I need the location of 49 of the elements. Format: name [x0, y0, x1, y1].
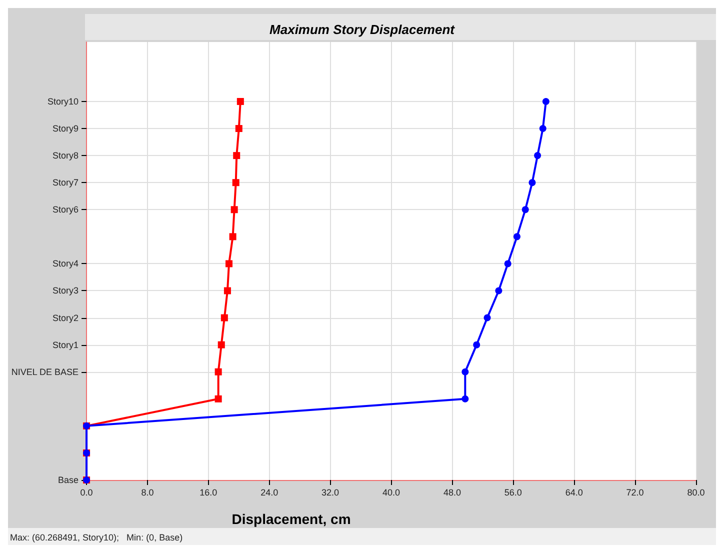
- point: [522, 206, 529, 214]
- x-tick-label: 80.0: [687, 488, 705, 498]
- point: [214, 395, 222, 402]
- point: [462, 395, 469, 402]
- y-tick-label: Story3: [52, 286, 79, 296]
- point: [229, 233, 236, 240]
- y-tick-label: Story4: [52, 258, 79, 269]
- point: [220, 314, 228, 322]
- point: [462, 368, 469, 376]
- x-tick-label: 48.0: [443, 488, 461, 498]
- y-tick-label: Story7: [52, 178, 79, 188]
- x-tick-label: 8.0: [141, 488, 154, 498]
- text: Max: (60.268491, Story10); Min: (0, Base): [10, 532, 183, 542]
- point: [236, 98, 244, 105]
- point: [473, 341, 480, 348]
- point: [539, 125, 546, 132]
- x-tick-label: 24.0: [260, 488, 278, 498]
- point: [528, 179, 536, 186]
- x-tick-label: 32.0: [322, 488, 340, 498]
- point: [235, 125, 242, 132]
- x-tick-label: 16.0: [200, 488, 218, 498]
- y-tick-label: Story10: [47, 96, 79, 106]
- y-tick-label: Base: [58, 475, 79, 485]
- point: [230, 206, 238, 214]
- point: [504, 260, 512, 268]
- point: [218, 341, 225, 348]
- point: [513, 233, 520, 240]
- y-tick-label: Story6: [52, 204, 79, 215]
- point: [534, 152, 542, 160]
- point: [233, 152, 240, 160]
- x-tick-label: 40.0: [382, 488, 400, 498]
- y-tick-label: Story2: [52, 312, 79, 323]
- point: [225, 260, 232, 268]
- point: [232, 179, 240, 186]
- x-tick-label: 0.0: [80, 488, 93, 498]
- chart-title: Maximum Story Displacement: [270, 22, 456, 37]
- x-tick-label: 64.0: [565, 488, 583, 498]
- point: [495, 287, 502, 294]
- point: [542, 98, 550, 105]
- x-axis-title: Displacement, cm: [232, 511, 351, 527]
- y-tick-label: Story8: [52, 150, 79, 161]
- y-tick-label: Story9: [52, 124, 79, 134]
- point: [224, 287, 231, 294]
- y-tick-label: Story1: [52, 340, 79, 350]
- point: [484, 314, 491, 322]
- x-tick-label: 72.0: [626, 488, 644, 498]
- y-tick-label: NIVEL DE BASE: [11, 366, 79, 377]
- x-tick-label: 56.0: [504, 488, 522, 498]
- point: [214, 368, 222, 376]
